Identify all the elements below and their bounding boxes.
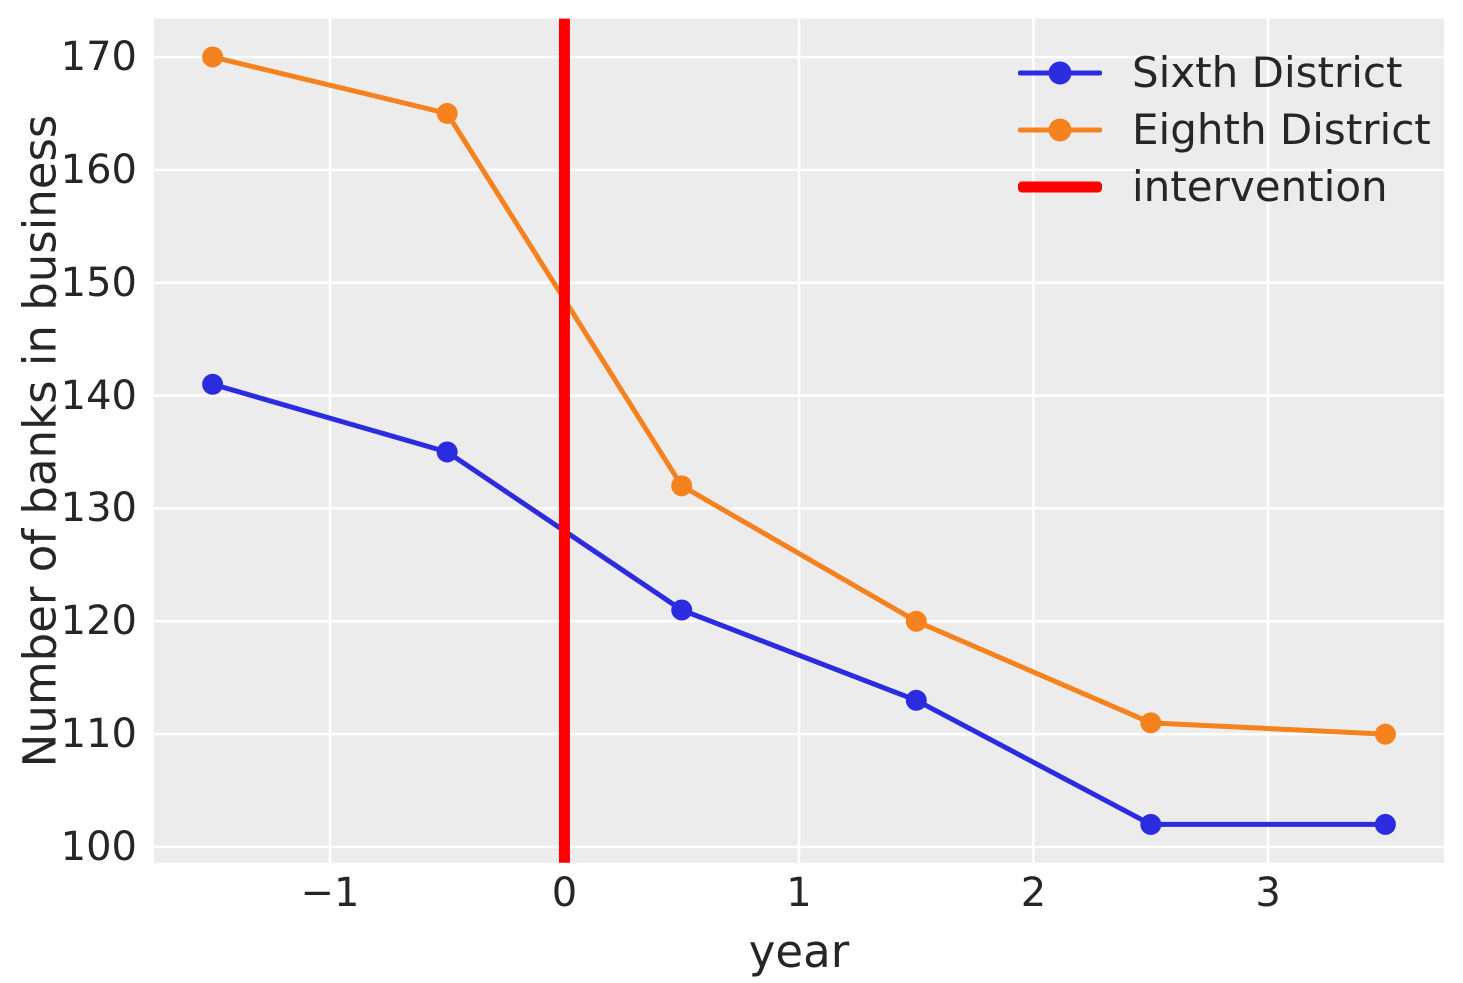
y-tick-label: 100 bbox=[60, 823, 137, 870]
eighth-district-marker bbox=[436, 102, 458, 124]
legend-dot-swatch bbox=[1048, 61, 1072, 84]
x-tick-label: 1 bbox=[786, 870, 812, 916]
sixth-district-line bbox=[210, 381, 1388, 827]
x-tick-label: 3 bbox=[1255, 870, 1281, 916]
line-with-marker-icon bbox=[1018, 61, 1102, 85]
legend-item-eighth-district: Eighth District bbox=[1018, 101, 1431, 158]
legend-label: intervention bbox=[1132, 162, 1388, 211]
legend-label: Sixth District bbox=[1132, 48, 1403, 97]
y-tick-label: 140 bbox=[60, 372, 137, 419]
eighth-district-marker bbox=[1140, 712, 1162, 734]
eighth-district-marker bbox=[1374, 723, 1396, 745]
eighth-district-marker bbox=[905, 610, 927, 632]
thick-line-icon bbox=[1018, 175, 1102, 199]
y-tick-label: 110 bbox=[60, 711, 137, 758]
legend-item-intervention: intervention bbox=[1018, 158, 1431, 215]
eighth-district-line bbox=[210, 54, 1388, 737]
x-tick-label: 2 bbox=[1020, 870, 1047, 916]
sixth-district-marker bbox=[436, 441, 458, 463]
sixth-district-marker bbox=[1374, 813, 1396, 835]
eighth-district-marker bbox=[671, 475, 693, 497]
x-tick-label: 0 bbox=[551, 870, 578, 916]
y-tick-label: 150 bbox=[60, 259, 137, 306]
sixth-district-marker bbox=[202, 373, 224, 395]
legend: Sixth District Eighth District intervent… bbox=[1018, 44, 1431, 215]
y-tick-label: 160 bbox=[60, 146, 137, 193]
x-axis-label: year bbox=[748, 925, 850, 978]
sixth-district-marker bbox=[1140, 813, 1162, 835]
legend-label: Eighth District bbox=[1132, 105, 1431, 154]
y-tick-label: 120 bbox=[60, 598, 137, 645]
eighth-district-marker bbox=[202, 46, 224, 68]
y-tick-label: 130 bbox=[60, 485, 137, 532]
legend-item-sixth-district: Sixth District bbox=[1018, 44, 1431, 101]
line-with-marker-icon bbox=[1018, 118, 1102, 142]
legend-dot-swatch bbox=[1048, 118, 1072, 141]
sixth-district-marker bbox=[671, 599, 693, 621]
y-axis-label: Number of banks in business bbox=[13, 114, 67, 768]
legend-line-swatch bbox=[1018, 181, 1102, 192]
x-tick-label: −1 bbox=[300, 870, 360, 916]
y-tick-label: 170 bbox=[60, 33, 137, 80]
sixth-district-marker bbox=[905, 689, 927, 711]
